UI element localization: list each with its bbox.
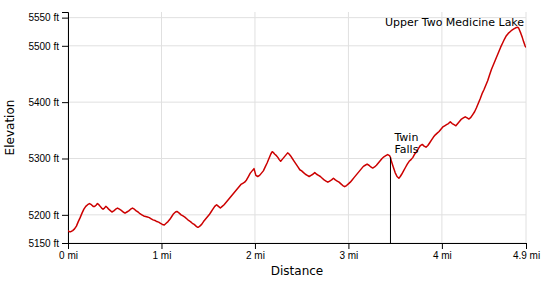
tick-label: 5500 ft (28, 41, 59, 52)
axis-line (62, 13, 69, 244)
tick-mark (161, 243, 162, 249)
axis-line (69, 244, 527, 250)
annotations: TwinFalls Upper Two Medicine Lake (385, 16, 524, 156)
tick: 5150 ft (28, 238, 68, 249)
tick: 4 mi (433, 243, 452, 261)
tick-label: 5200 ft (28, 210, 59, 221)
tick-label: 4.9 mi (513, 250, 540, 261)
grid-line-x (348, 12, 349, 243)
tick: 2 mi (246, 243, 265, 261)
tick: 5400 ft (28, 97, 68, 108)
tick-label: 5550 ft (28, 12, 59, 23)
tick-label: 5300 ft (28, 153, 59, 164)
tick: 5300 ft (28, 153, 68, 164)
x-axis: 0 mi 1 mi 2 mi 3 mi 4 mi 4.9 mi (59, 243, 540, 261)
annotation: Upper Two Medicine Lake (385, 16, 524, 29)
tick-mark (62, 102, 68, 103)
tick: 4.9 mi (513, 243, 540, 261)
tick: 5550 ft (28, 12, 68, 23)
tick: 5500 ft (28, 41, 68, 52)
annotation: TwinFalls (393, 131, 418, 157)
tick-label: 3 mi (339, 250, 358, 261)
tick-label: 0 mi (59, 250, 78, 261)
tick-mark (62, 243, 68, 244)
grid-line-y (68, 214, 526, 215)
tick-mark (62, 46, 68, 47)
plot-area: 0 mi 1 mi 2 mi 3 mi 4 mi 4.9 mi 5150 ft 5200 ft… (3, 12, 540, 278)
y-axis: 5150 ft 5200 ft 5300 ft 5400 ft 5500 ft 5550 … (28, 12, 68, 248)
grid-line-y (68, 45, 526, 46)
tick: 0 mi (59, 243, 78, 261)
annotation-line (390, 157, 391, 243)
tick-mark (62, 18, 68, 19)
grid-line-y (68, 158, 526, 159)
grid-line-x (161, 12, 162, 243)
tick: 5200 ft (28, 210, 68, 221)
x-axis-title: Distance (271, 264, 323, 278)
tick-mark (62, 158, 68, 159)
tick-mark (526, 243, 527, 249)
marks (68, 27, 526, 243)
tick-mark (62, 215, 68, 216)
grid (68, 12, 526, 243)
tick-label: 4 mi (433, 250, 452, 261)
tick-mark (348, 243, 349, 249)
tick: 3 mi (339, 243, 358, 261)
chart: 0 mi 1 mi 2 mi 3 mi 4 mi 4.9 mi 5150 ft 5200 ft… (0, 0, 550, 281)
tick-label: 5150 ft (28, 238, 59, 249)
grid-line-y (68, 102, 526, 103)
line (68, 27, 526, 232)
y-axis-title: Elevation (3, 100, 17, 156)
tick-mark (255, 243, 256, 249)
tick-label: 1 mi (153, 250, 172, 261)
tick: 1 mi (153, 243, 172, 261)
tick-label: 2 mi (246, 250, 265, 261)
tick-mark (442, 243, 443, 249)
tick-label: 5400 ft (28, 97, 59, 108)
grid-line-x (254, 12, 255, 243)
